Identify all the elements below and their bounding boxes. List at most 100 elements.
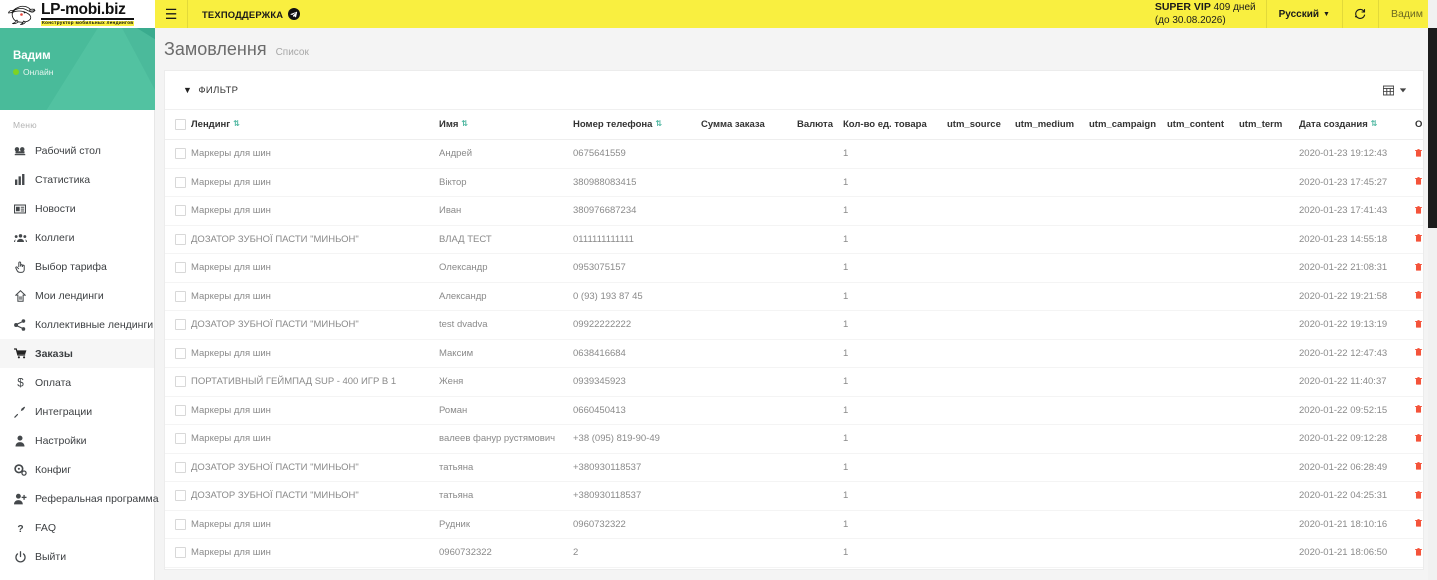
row-checkbox[interactable] <box>175 490 186 502</box>
row-checkbox[interactable] <box>175 376 186 388</box>
sidebar-item-label: Коллективные лендинги <box>35 318 154 331</box>
delete-button[interactable]: УДАЛИТЬ <box>1415 462 1423 471</box>
cell-landing: Маркеры для шин <box>191 139 439 169</box>
column-header-phone[interactable]: Номер телефона ⇅ <box>573 110 701 141</box>
delete-button[interactable]: УДАЛИТЬ <box>1415 262 1423 271</box>
row-checkbox[interactable] <box>175 518 186 530</box>
delete-button[interactable]: УДАЛИТЬ <box>1415 490 1423 499</box>
delete-button[interactable]: УДАЛИТЬ <box>1415 376 1423 385</box>
row-checkbox[interactable] <box>175 319 186 331</box>
table-row[interactable]: Маркеры для шин Олександр 0953075157 1 2020-… <box>165 253 1423 283</box>
row-checkbox[interactable] <box>175 433 186 445</box>
cell-name: ВЛАД ТЕСТ <box>439 225 573 255</box>
delete-button[interactable]: УДАЛИТЬ <box>1415 291 1423 300</box>
support-link[interactable]: ТЕХПОДДЕРЖКА <box>188 0 314 28</box>
sidebar-item-2[interactable]: Статистика <box>0 165 154 194</box>
language-selector[interactable]: Русский ▼ <box>1265 0 1342 28</box>
table-row[interactable]: ДОЗАТОР ЗУБНОЇ ПАСТИ "МИНЬОН" ВЛАД ТЕСТ 01… <box>165 225 1423 255</box>
table-row[interactable]: Маркеры для шин Рудник 0960732322 1 2020-01-… <box>165 510 1423 540</box>
cell-usrc <box>947 453 1015 483</box>
page-scrollbar[interactable] <box>1428 0 1437 580</box>
delete-button[interactable]: УДАЛИТЬ <box>1415 348 1423 357</box>
cell-sum <box>701 310 797 340</box>
table-columns-icon <box>1383 85 1394 95</box>
column-header-landing[interactable]: Лендинг ⇅ <box>191 110 439 141</box>
cell-date: 2020-01-22 11:40:37 <box>1299 367 1415 397</box>
row-checkbox[interactable] <box>175 547 186 559</box>
row-checkbox[interactable] <box>175 205 186 217</box>
sidebar-item-3[interactable]: Новости <box>0 194 154 223</box>
cell-cur <box>797 282 843 312</box>
sidebar-item-14[interactable]: ? FAQ <box>0 513 154 542</box>
delete-button[interactable]: УДАЛИТЬ <box>1415 177 1423 186</box>
row-checkbox[interactable] <box>175 461 186 473</box>
cell-usrc <box>947 367 1015 397</box>
refresh-button[interactable] <box>1341 0 1378 28</box>
sort-icon[interactable]: ⇅ <box>655 119 663 128</box>
sidebar-toggle-button[interactable]: ☰ <box>155 0 188 28</box>
sort-icon[interactable]: ⇅ <box>461 119 469 128</box>
sidebar-item-6[interactable]: Мои лендинги <box>0 281 154 310</box>
delete-button[interactable]: УДАЛИТЬ <box>1415 319 1423 328</box>
table-row[interactable]: Маркеры для шин валеев фанур рустямович +3… <box>165 424 1423 454</box>
sidebar-item-13[interactable]: Реферальная программа <box>0 484 159 513</box>
table-row[interactable]: ДОЗАТОР ЗУБНОЇ ПАСТИ "МИНЬОН" test dvadva… <box>165 310 1423 340</box>
row-checkbox[interactable] <box>175 347 186 359</box>
row-checkbox[interactable] <box>175 233 186 245</box>
table-row[interactable]: Маркеры для шин Максим 0638416684 1 2020-01-… <box>165 339 1423 369</box>
landing-icon <box>13 289 27 302</box>
column-header-name[interactable]: Имя ⇅ <box>439 110 573 141</box>
share-icon <box>13 318 27 331</box>
table-row[interactable]: ПОРТАТИВНЫЙ ГЕЙМПАД SUP - 400 ИГР В 1 Жен… <box>165 367 1423 397</box>
sort-icon[interactable]: ⇅ <box>1370 119 1378 128</box>
user-menu-button[interactable]: Вадим <box>1377 0 1437 28</box>
page-scrollbar-thumb[interactable] <box>1428 28 1437 228</box>
table-row[interactable]: Маркеры для шин Роман 0660450413 1 2020-01-2… <box>165 396 1423 426</box>
vip-status-block: SUPER VIP 409 дней (до 30.08.2026) <box>1145 0 1266 28</box>
delete-button[interactable]: УДАЛИТЬ <box>1415 148 1423 157</box>
column-header-label: Имя <box>439 119 459 130</box>
table-row[interactable]: ДОЗАТОР ЗУБНОЇ ПАСТИ "МИНЬОН" татьяна +380… <box>165 453 1423 483</box>
sidebar-item-4[interactable]: Коллеги <box>0 223 154 252</box>
sort-icon[interactable]: ⇅ <box>233 119 240 128</box>
filter-button[interactable]: ▼ ФИЛЬТР <box>183 85 238 96</box>
delete-button[interactable]: УДАЛИТЬ <box>1415 234 1423 243</box>
row-checkbox[interactable] <box>175 148 186 160</box>
row-checkbox[interactable] <box>175 404 186 416</box>
table-row[interactable]: Маркеры для шин Александр 0 (93) 193 87 45… <box>165 282 1423 312</box>
row-select-cell <box>165 196 191 226</box>
select-all-checkbox[interactable] <box>175 119 186 130</box>
delete-button[interactable]: УДАЛИТЬ <box>1415 205 1423 214</box>
row-checkbox[interactable] <box>175 262 186 274</box>
brand-logo[interactable]: LP-mobi.biz Конструктор мобильных лендин… <box>0 0 155 28</box>
delete-button[interactable]: УДАЛИТЬ <box>1415 547 1423 556</box>
row-checkbox[interactable] <box>175 176 186 188</box>
table-row[interactable]: Маркеры для шин Віктор 380988083415 1 2020-0… <box>165 168 1423 198</box>
sidebar-item-15[interactable]: Выйти <box>0 542 154 571</box>
table-row[interactable]: Маркеры для шин Андрей 0675641559 1 2020-01-… <box>165 139 1423 169</box>
delete-button[interactable]: УДАЛИТЬ <box>1415 519 1423 528</box>
cell-umed <box>1015 481 1089 511</box>
delete-button[interactable]: УДАЛИТЬ <box>1415 405 1423 414</box>
sidebar-item-7[interactable]: Коллективные лендинги <box>0 310 154 339</box>
sidebar-item-8[interactable]: Заказы <box>0 339 154 368</box>
table-row[interactable]: Маркеры для шин Иван 380976687234 1 2020-01-… <box>165 196 1423 226</box>
row-select-cell <box>165 481 191 511</box>
column-header-label: Валюта <box>797 119 833 130</box>
cell-sum <box>701 196 797 226</box>
sidebar-item-11[interactable]: Настройки <box>0 426 154 455</box>
cell-landing: ДОЗАТОР ЗУБНОЇ ПАСТИ "МИНЬОН" <box>191 225 439 255</box>
sidebar-item-10[interactable]: Интеграции <box>0 397 154 426</box>
cell-qty: 1 <box>843 538 947 568</box>
column-header-date[interactable]: Дата создания ⇅ <box>1299 110 1415 141</box>
sidebar-item-5[interactable]: Выбор тарифа <box>0 252 154 281</box>
column-chooser-button[interactable] <box>1383 85 1407 96</box>
delete-button[interactable]: УДАЛИТЬ <box>1415 433 1423 442</box>
row-checkbox[interactable] <box>175 290 186 302</box>
table-row[interactable]: ДОЗАТОР ЗУБНОЇ ПАСТИ "МИНЬОН" татьяна +380… <box>165 481 1423 511</box>
sidebar-item-9[interactable]: $ Оплата <box>0 368 154 397</box>
sidebar-item-1[interactable]: Рабочий стол <box>0 136 154 165</box>
sidebar-item-12[interactable]: Конфиг <box>0 455 154 484</box>
